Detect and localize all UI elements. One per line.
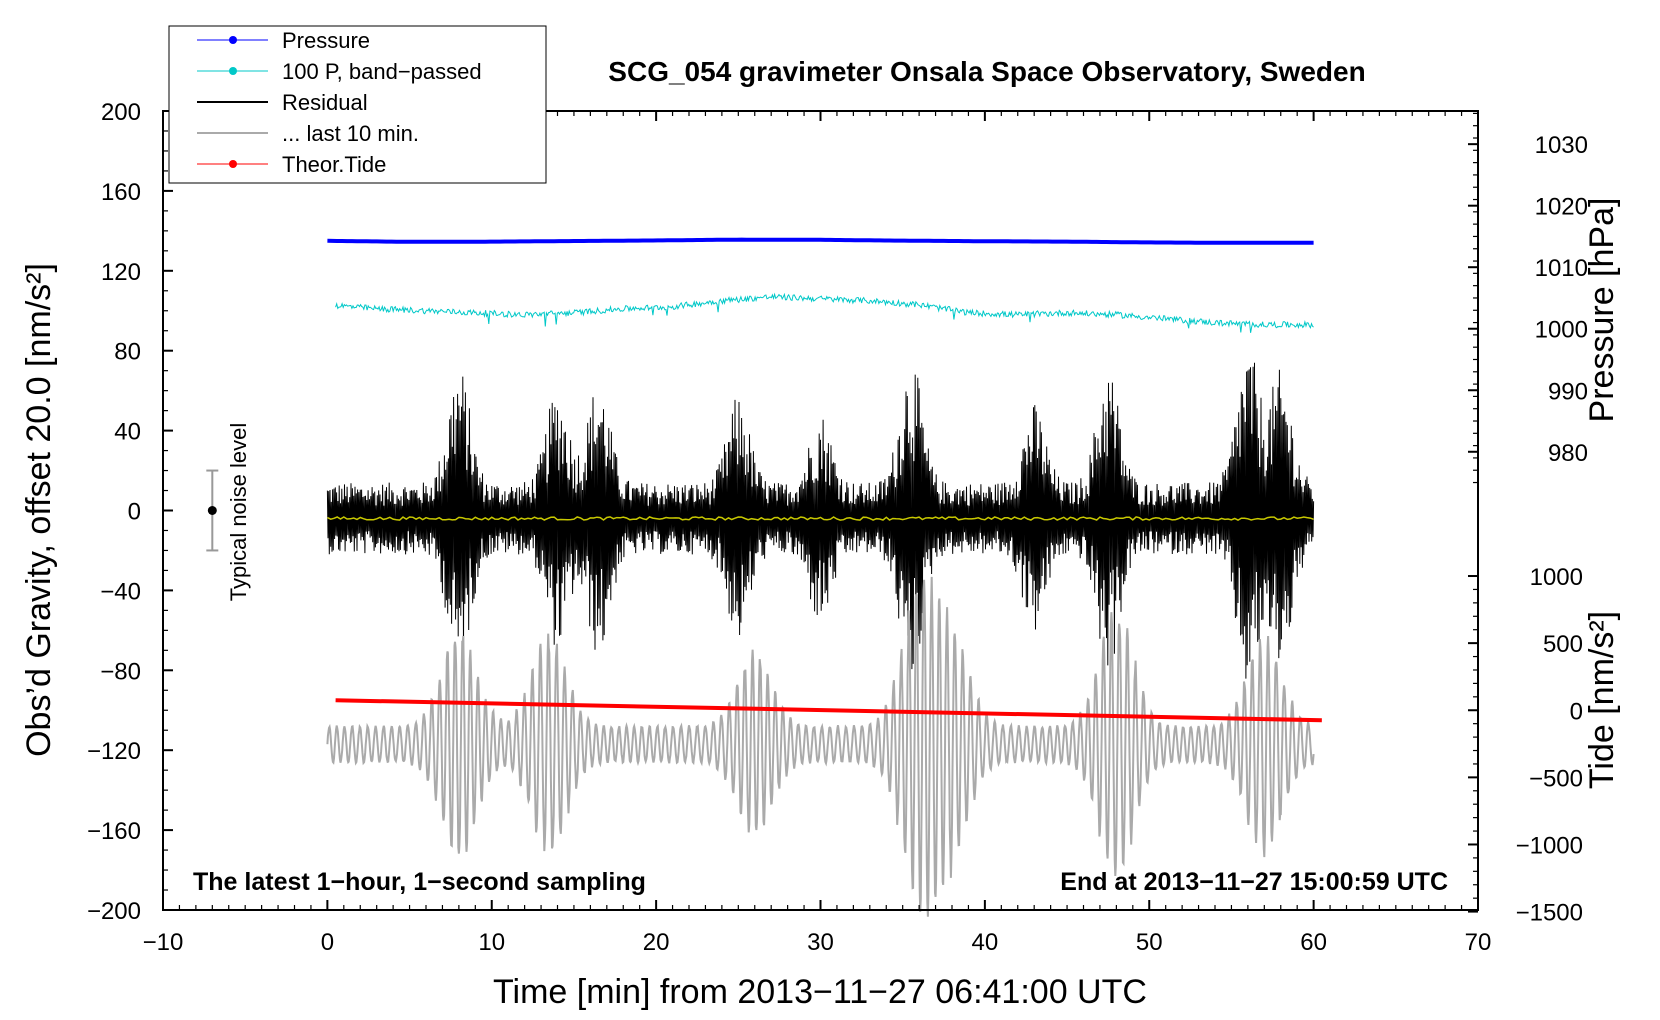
series-layer <box>326 237 1322 917</box>
noise-level-label: Typical noise level <box>226 423 251 602</box>
legend-marker <box>229 160 237 168</box>
pressure-tick-label: 1020 <box>1535 194 1588 221</box>
annotation-bottom-left: The latest 1−hour, 1−second sampling <box>193 868 646 896</box>
y-axis-label-left: Obs’d Gravity, offset 20.0 [nm/s²] <box>20 263 58 757</box>
tide-tick-label: −1500 <box>1516 900 1583 927</box>
y-tick-label: −80 <box>100 658 141 685</box>
x-tick-label: 60 <box>1300 929 1327 956</box>
annotation-bottom-right: End at 2013−11−27 15:00:59 UTC <box>1060 868 1448 896</box>
series-pressure-band-passed <box>335 292 1314 333</box>
series-residual-mean <box>327 516 1314 521</box>
legend-label: ... last 10 min. <box>282 121 419 146</box>
x-tick-label: 10 <box>478 929 505 956</box>
noise-bar-dot <box>207 506 217 515</box>
tide-tick-label: −1000 <box>1516 832 1583 859</box>
legend-marker <box>229 67 237 75</box>
x-tick-label: 0 <box>321 929 334 956</box>
pressure-tick-label: 1010 <box>1535 255 1588 282</box>
x-tick-label: −10 <box>143 929 184 956</box>
y-tick-label: −120 <box>87 738 141 765</box>
x-tick-label: 30 <box>807 929 834 956</box>
pressure-tick-label: 990 <box>1548 378 1588 405</box>
legend-label: 100 P, band−passed <box>282 59 482 84</box>
tide-tick-label: 500 <box>1543 631 1583 658</box>
series-pressure <box>327 237 1314 245</box>
pressure-tick-label: 980 <box>1548 440 1588 467</box>
pressure-tick-label: 1000 <box>1535 317 1588 344</box>
x-axis-label: Time [min] from 2013−11−27 06:41:00 UTC <box>493 973 1147 1011</box>
series-theoretical-tide <box>335 698 1322 723</box>
series-residual <box>326 362 1315 679</box>
tide-tick-label: −500 <box>1529 765 1583 792</box>
x-tick-label: 40 <box>972 929 999 956</box>
y-tick-label: 0 <box>128 499 141 526</box>
legend-label: Theor.Tide <box>282 152 386 177</box>
y-tick-label: −160 <box>87 818 141 845</box>
y-tick-label: 160 <box>101 179 141 206</box>
legend-entries: Pressure 100 P, band−passed Residual ... la… <box>197 28 482 177</box>
axes-layer: −10 0 10 20 30 40 50 60 70−200−160−120−80−400408… <box>87 99 1588 956</box>
y-tick-label: 120 <box>101 259 141 286</box>
y-tick-label: −200 <box>87 898 141 925</box>
series-last-10-min <box>326 576 1315 917</box>
pressure-tick-label: 1030 <box>1535 132 1588 159</box>
legend-box <box>168 25 547 184</box>
tide-tick-label: 1000 <box>1530 564 1583 591</box>
x-tick-label: 50 <box>1136 929 1163 956</box>
legend-label: Residual <box>282 90 368 115</box>
y-tick-label: 40 <box>114 419 141 446</box>
legend: Pressure 100 P, band−passed Residual ... la… <box>168 25 547 184</box>
legend-marker <box>229 36 237 44</box>
y-axis-label-tide: Tide [nm/s²] <box>1583 611 1621 789</box>
noise-bar <box>206 469 219 552</box>
chart-title: SCG_054 gravimeter Onsala Space Observat… <box>608 56 1365 87</box>
y-tick-label: −40 <box>100 578 141 605</box>
x-tick-label: 20 <box>643 929 670 956</box>
y-tick-label: 80 <box>114 339 141 366</box>
y-tick-label: 200 <box>101 99 141 126</box>
legend-label: Pressure <box>282 28 370 53</box>
y-axis-label-pressure: Pressure [hPa] <box>1583 198 1621 423</box>
x-tick-label: 70 <box>1465 929 1492 956</box>
tide-tick-label: 0 <box>1570 698 1583 725</box>
